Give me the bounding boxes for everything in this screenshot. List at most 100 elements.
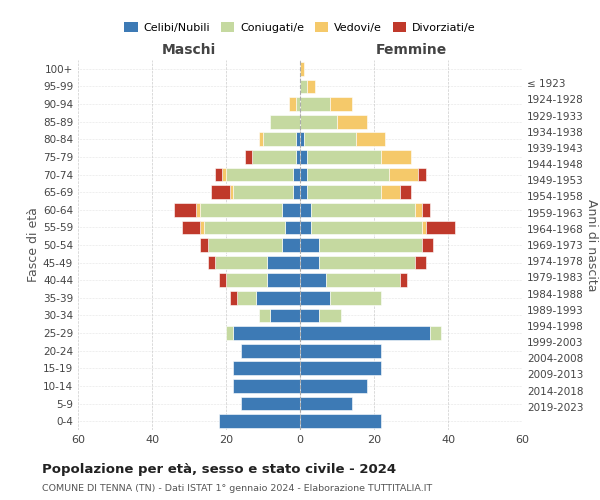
- Bar: [300, 168, 307, 181]
- Text: COMUNE DI TENNA (TN) - Dati ISTAT 1° gennaio 2024 - Elaborazione TUTTITALIA.IT: COMUNE DI TENNA (TN) - Dati ISTAT 1° gen…: [42, 484, 432, 493]
- Bar: [259, 132, 263, 146]
- Bar: [281, 203, 300, 216]
- Bar: [311, 220, 422, 234]
- Bar: [422, 238, 433, 252]
- Bar: [300, 256, 319, 270]
- Bar: [300, 344, 382, 358]
- Bar: [326, 274, 400, 287]
- Bar: [307, 168, 389, 181]
- Bar: [300, 396, 352, 410]
- Bar: [430, 326, 440, 340]
- Bar: [233, 326, 300, 340]
- Bar: [422, 203, 430, 216]
- Bar: [300, 132, 304, 146]
- Bar: [415, 256, 426, 270]
- Bar: [355, 132, 385, 146]
- Bar: [252, 150, 296, 164]
- Bar: [263, 132, 296, 146]
- Bar: [382, 150, 411, 164]
- Bar: [337, 115, 367, 128]
- Bar: [382, 186, 400, 199]
- Bar: [208, 238, 281, 252]
- Bar: [300, 150, 307, 164]
- Bar: [300, 414, 382, 428]
- Bar: [319, 308, 341, 322]
- Bar: [296, 150, 300, 164]
- Bar: [329, 97, 352, 111]
- Bar: [307, 150, 382, 164]
- Bar: [300, 115, 337, 128]
- Bar: [230, 186, 233, 199]
- Bar: [211, 186, 230, 199]
- Bar: [319, 238, 422, 252]
- Bar: [307, 80, 315, 94]
- Legend: Celibi/Nubili, Coniugati/e, Vedovi/e, Divorziati/e: Celibi/Nubili, Coniugati/e, Vedovi/e, Di…: [120, 18, 480, 37]
- Bar: [245, 150, 252, 164]
- Bar: [400, 186, 411, 199]
- Bar: [259, 308, 271, 322]
- Bar: [204, 220, 285, 234]
- Bar: [174, 203, 196, 216]
- Bar: [218, 414, 300, 428]
- Bar: [426, 220, 455, 234]
- Bar: [296, 132, 300, 146]
- Y-axis label: Anni di nascita: Anni di nascita: [584, 198, 598, 291]
- Bar: [271, 115, 300, 128]
- Bar: [300, 308, 319, 322]
- Bar: [415, 203, 422, 216]
- Bar: [300, 362, 382, 375]
- Bar: [196, 203, 200, 216]
- Bar: [215, 256, 266, 270]
- Bar: [223, 168, 226, 181]
- Bar: [300, 379, 367, 393]
- Bar: [200, 220, 204, 234]
- Bar: [296, 97, 300, 111]
- Bar: [293, 186, 300, 199]
- Bar: [218, 274, 226, 287]
- Text: Maschi: Maschi: [162, 44, 216, 58]
- Bar: [200, 238, 208, 252]
- Bar: [233, 362, 300, 375]
- Bar: [241, 344, 300, 358]
- Bar: [271, 308, 300, 322]
- Bar: [300, 291, 329, 304]
- Bar: [226, 326, 233, 340]
- Bar: [182, 220, 200, 234]
- Bar: [281, 238, 300, 252]
- Bar: [319, 256, 415, 270]
- Bar: [256, 291, 300, 304]
- Bar: [418, 168, 426, 181]
- Bar: [329, 291, 382, 304]
- Bar: [285, 220, 300, 234]
- Bar: [300, 220, 311, 234]
- Text: Popolazione per età, sesso e stato civile - 2024: Popolazione per età, sesso e stato civil…: [42, 462, 396, 475]
- Bar: [300, 80, 307, 94]
- Bar: [300, 203, 311, 216]
- Bar: [289, 97, 296, 111]
- Bar: [304, 132, 355, 146]
- Text: Femmine: Femmine: [376, 44, 446, 58]
- Y-axis label: Fasce di età: Fasce di età: [27, 208, 40, 282]
- Bar: [233, 379, 300, 393]
- Bar: [200, 203, 281, 216]
- Bar: [233, 186, 293, 199]
- Bar: [226, 168, 293, 181]
- Bar: [300, 62, 304, 76]
- Bar: [300, 326, 430, 340]
- Bar: [300, 238, 319, 252]
- Bar: [422, 220, 426, 234]
- Bar: [266, 256, 300, 270]
- Bar: [300, 274, 326, 287]
- Bar: [293, 168, 300, 181]
- Bar: [266, 274, 300, 287]
- Bar: [300, 97, 329, 111]
- Bar: [215, 168, 223, 181]
- Bar: [208, 256, 215, 270]
- Bar: [230, 291, 237, 304]
- Bar: [400, 274, 407, 287]
- Bar: [307, 186, 382, 199]
- Bar: [311, 203, 415, 216]
- Bar: [389, 168, 418, 181]
- Bar: [226, 274, 266, 287]
- Bar: [237, 291, 256, 304]
